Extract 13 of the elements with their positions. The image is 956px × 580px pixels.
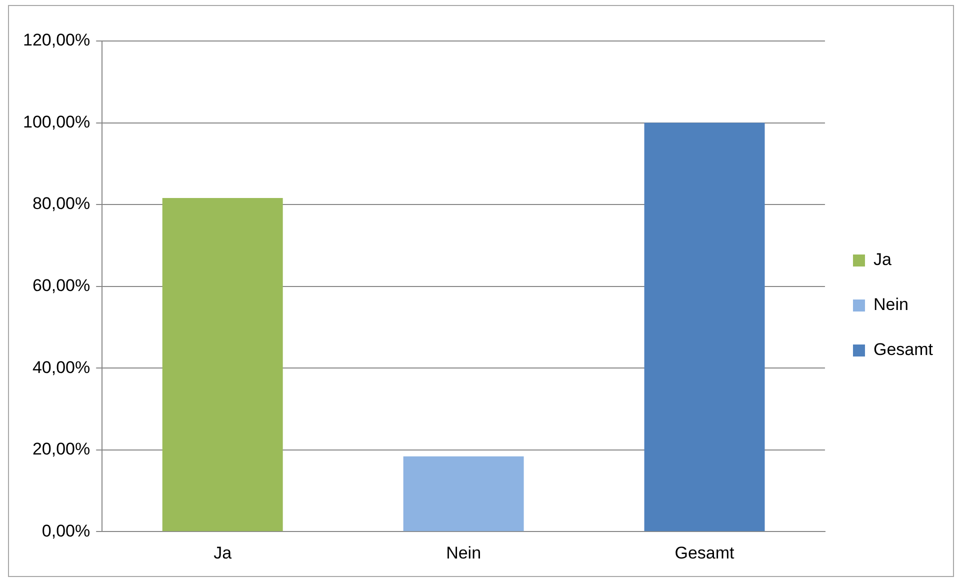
legend-label: Nein <box>873 295 908 314</box>
legend-label: Ja <box>873 250 892 270</box>
y-tick-label: 100,00% <box>22 112 90 132</box>
legend-label: Gesamt <box>873 340 934 360</box>
x-tick-label: Gesamt <box>674 543 735 562</box>
y-tick-label: 120,00% <box>22 30 90 50</box>
y-tick-label: 0,00% <box>42 521 90 540</box>
y-tick-label: 60,00% <box>32 276 90 295</box>
y-tick-label: 40,00% <box>32 358 90 377</box>
x-tick-label: Nein <box>446 543 482 562</box>
y-tick-label: 20,00% <box>32 440 90 459</box>
x-tick-label: Ja <box>214 543 232 562</box>
y-tick-label: 80,00% <box>32 194 90 214</box>
